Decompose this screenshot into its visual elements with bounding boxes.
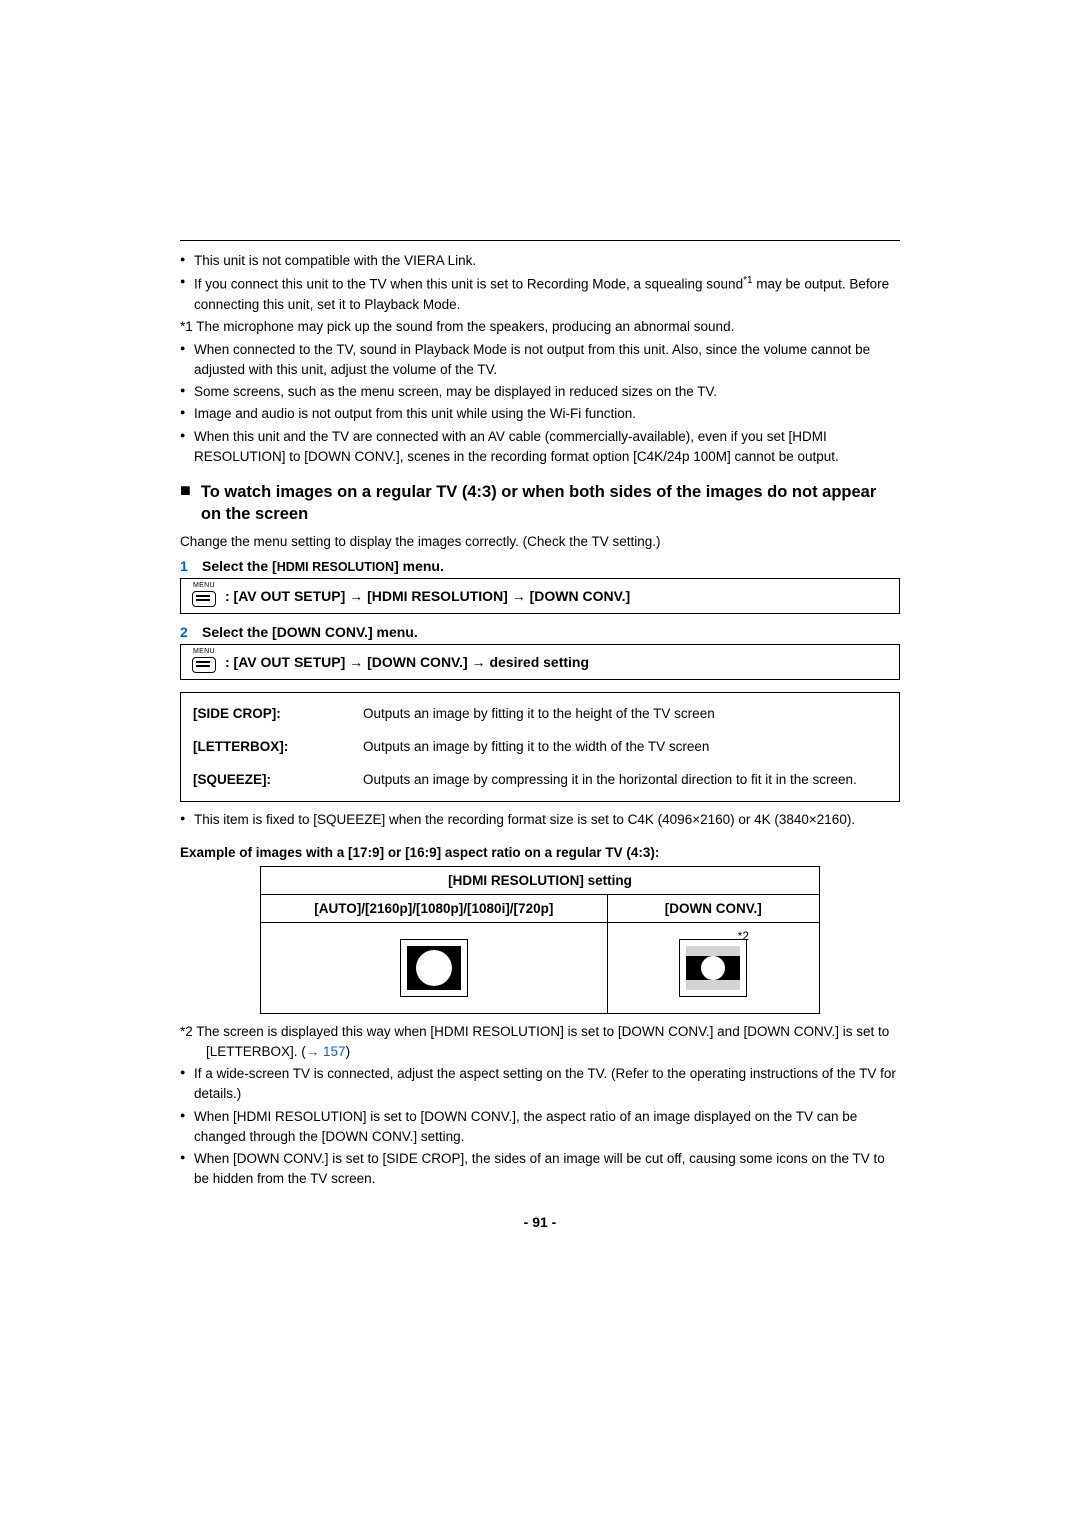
- top-notes-list-2: When connected to the TV, sound in Playb…: [180, 340, 900, 468]
- footnote-1: *1 The microphone may pick up the sound …: [180, 317, 900, 337]
- menu-icon: MENU: [191, 651, 219, 673]
- tv-frame-icon: [400, 939, 468, 997]
- note-item: When connected to the TV, sound in Playb…: [180, 340, 900, 381]
- note-item: When [HDMI RESOLUTION] is set to [DOWN C…: [180, 1107, 900, 1148]
- step-1: 1 Select the [HDMI RESOLUTION] menu.: [180, 558, 900, 574]
- top-notes-list: This unit is not compatible with the VIE…: [180, 251, 900, 315]
- table-header: [HDMI RESOLUTION] setting: [261, 866, 820, 894]
- step-mid: HDMI RESOLUTION: [277, 560, 394, 574]
- step-pre: Select the [: [202, 558, 277, 574]
- option-row: [SQUEEZE]: Outputs an image by compressi…: [193, 771, 887, 790]
- option-desc: Outputs an image by fitting it to the wi…: [363, 738, 709, 757]
- step-text: Select the [HDMI RESOLUTION] menu.: [202, 558, 444, 574]
- footnote-text: *2 The screen is displayed this way when…: [180, 1024, 889, 1059]
- menu-path-text: : [AV OUT SETUP] → [HDMI RESOLUTION] → […: [225, 588, 630, 604]
- intro-text: Change the menu setting to display the i…: [180, 532, 900, 552]
- step-number: 2: [180, 624, 202, 640]
- divider: [180, 240, 900, 241]
- menu-path-box-2: MENU : [AV OUT SETUP] → [DOWN CONV.] → d…: [180, 644, 900, 680]
- menu-icon-label: MENU: [193, 648, 215, 655]
- note-item: This unit is not compatible with the VIE…: [180, 251, 900, 271]
- option-desc: Outputs an image by fitting it to the he…: [363, 705, 715, 724]
- note-text: If you connect this unit to the TV when …: [194, 277, 743, 292]
- footnote-2: *2 The screen is displayed this way when…: [180, 1022, 900, 1063]
- example-title: Example of images with a [17:9] or [16:9…: [180, 845, 900, 860]
- fixed-note-list: This item is fixed to [SQUEEZE] when the…: [180, 810, 900, 830]
- note-item: Image and audio is not output from this …: [180, 404, 900, 424]
- option-row: [SIDE CROP]: Outputs an image by fitting…: [193, 705, 887, 724]
- option-label: [LETTERBOX]:: [193, 738, 363, 757]
- note-item: If you connect this unit to the TV when …: [180, 273, 900, 315]
- option-desc: Outputs an image by compressing it in th…: [363, 771, 857, 790]
- tv-frame-icon: [679, 939, 747, 997]
- options-box: [SIDE CROP]: Outputs an image by fitting…: [180, 692, 900, 803]
- option-label: [SIDE CROP]:: [193, 705, 363, 724]
- table-col-header: [DOWN CONV.]: [607, 894, 819, 922]
- option-row: [LETTERBOX]: Outputs an image by fitting…: [193, 738, 887, 757]
- footnote-ref: *2: [738, 929, 749, 943]
- note-item: When this unit and the TV are connected …: [180, 427, 900, 468]
- square-bullet-icon: ■: [180, 481, 191, 501]
- note-item: Some screens, such as the menu screen, m…: [180, 382, 900, 402]
- section-heading: ■ To watch images on a regular TV (4:3) …: [180, 481, 900, 526]
- heading-text: To watch images on a regular TV (4:3) or…: [201, 481, 900, 526]
- aspect-table: [HDMI RESOLUTION] setting [AUTO]/[2160p]…: [260, 866, 820, 1014]
- step-number: 1: [180, 558, 202, 574]
- page-number: - 91 -: [180, 1214, 900, 1230]
- step-text: Select the [DOWN CONV.] menu.: [202, 624, 418, 640]
- step-post: ] menu.: [394, 558, 444, 574]
- page-link[interactable]: → 157: [306, 1044, 346, 1059]
- table-col-header: [AUTO]/[2160p]/[1080p]/[1080i]/[720p]: [261, 894, 608, 922]
- manual-page: This unit is not compatible with the VIE…: [160, 0, 920, 1290]
- menu-path-text: : [AV OUT SETUP] → [DOWN CONV.] → desire…: [225, 654, 589, 670]
- bottom-notes-list: If a wide-screen TV is connected, adjust…: [180, 1064, 900, 1190]
- menu-path-box-1: MENU : [AV OUT SETUP] → [HDMI RESOLUTION…: [180, 578, 900, 614]
- note-item: When [DOWN CONV.] is set to [SIDE CROP],…: [180, 1149, 900, 1190]
- table-image-cell: *2: [607, 922, 819, 1013]
- note-item: This item is fixed to [SQUEEZE] when the…: [180, 810, 900, 830]
- step-2: 2 Select the [DOWN CONV.] menu.: [180, 624, 900, 640]
- footnote-text: ): [346, 1044, 351, 1059]
- menu-icon-label: MENU: [193, 582, 215, 589]
- option-label: [SQUEEZE]:: [193, 771, 363, 790]
- menu-icon: MENU: [191, 585, 219, 607]
- table-image-cell: [261, 922, 608, 1013]
- footnote-ref: *1: [743, 275, 752, 286]
- note-item: If a wide-screen TV is connected, adjust…: [180, 1064, 900, 1105]
